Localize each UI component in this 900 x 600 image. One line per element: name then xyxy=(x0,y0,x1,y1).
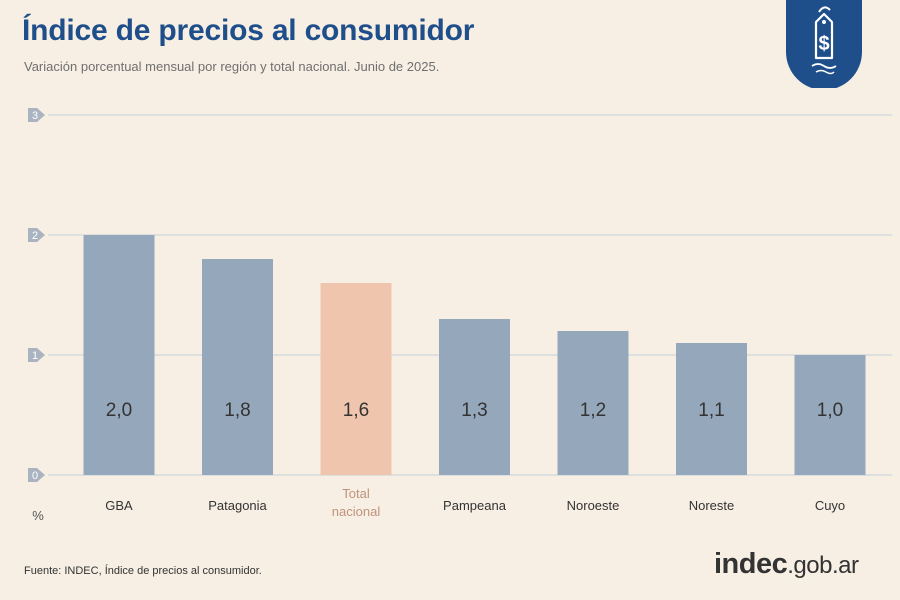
y-tick-label: 2 xyxy=(32,230,38,242)
bar xyxy=(202,259,273,475)
logo-main-text: indec xyxy=(714,548,788,580)
dollar-sign: $ xyxy=(818,33,829,55)
y-tick-marker xyxy=(28,468,45,482)
y-tick-label: 3 xyxy=(32,110,38,122)
price-tag-dollar-icon: $ xyxy=(786,0,862,90)
indec-logo: indec.gob.ar xyxy=(714,548,859,581)
y-tick-marker xyxy=(28,228,45,242)
x-tick-label: Noroeste xyxy=(567,498,620,513)
bar-value-label: 1,0 xyxy=(817,400,843,421)
x-tick-label: GBA xyxy=(105,498,133,513)
y-tick-marker xyxy=(28,108,45,122)
x-tick-label: Noreste xyxy=(689,498,735,513)
page-subtitle: Variación porcentual mensual por región … xyxy=(24,59,440,74)
y-tick-label: 1 xyxy=(32,350,38,362)
bar xyxy=(794,355,866,475)
bar xyxy=(83,235,155,475)
y-tick-label: 0 xyxy=(32,470,38,482)
bar xyxy=(320,283,392,475)
page-title: Índice de precios al consumidor xyxy=(22,14,475,47)
bar xyxy=(676,343,747,475)
x-tick-label: Patagonia xyxy=(208,498,267,513)
bar xyxy=(557,331,629,475)
x-tick-label: Cuyo xyxy=(815,498,845,513)
bar xyxy=(439,319,510,475)
bar-value-label: 1,8 xyxy=(224,400,250,421)
bar-value-label: 1,2 xyxy=(580,400,606,421)
source-note: Fuente: INDEC, Índice de precios al cons… xyxy=(24,565,262,577)
x-tick-label: Total nacional xyxy=(332,486,381,519)
bar-chart: 0 1 2 3% 2,0 GBA 1,8 Patagonia 1,6 Total nacional 1… xyxy=(28,108,892,523)
bar-value-label: 1,3 xyxy=(461,400,487,421)
bar-value-label: 1,1 xyxy=(698,400,724,421)
y-tick-marker xyxy=(28,348,45,362)
bar-value-label: 2,0 xyxy=(106,400,132,421)
logo-domain-text: .gob.ar xyxy=(787,552,859,579)
bar-value-label: 1,6 xyxy=(343,400,369,421)
x-tick-label: Pampeana xyxy=(443,498,507,513)
y-axis-label: % xyxy=(32,508,44,523)
